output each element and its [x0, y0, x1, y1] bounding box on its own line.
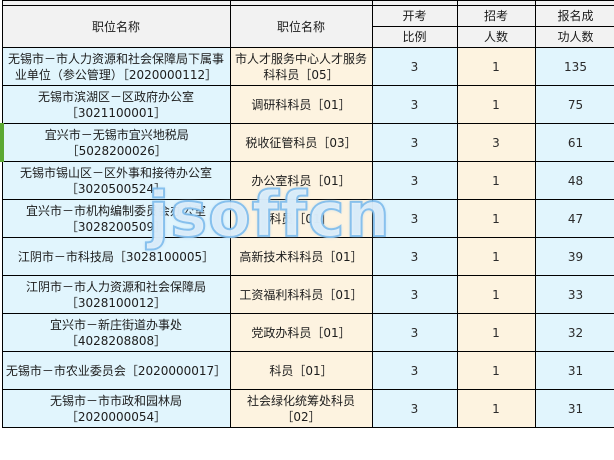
- cell-position: 高新技术科科员［01］: [229, 237, 373, 277]
- table-row[interactable]: 无锡市－市市政和园林局［2020000054］ 社会绿化统筹处科员［02］ 3 1 31: [1, 389, 614, 429]
- cell-exam-ratio: 3: [371, 161, 458, 201]
- cell-position: 调研科科员［01］: [229, 85, 373, 125]
- cell-position: 党政办科员［01］: [229, 313, 373, 353]
- table-row[interactable]: 无锡市－市人力资源和社会保障局下属事业单位（参公管理）［2020000112］ 市…: [1, 47, 614, 87]
- cell-applicants: 47: [534, 199, 614, 239]
- cell-exam-ratio: 3: [371, 199, 458, 239]
- cell-organization: 宜兴市－市机构编制委员会办公室［3028200509］: [1, 199, 231, 239]
- cell-recruit-count: 3: [456, 123, 536, 163]
- cell-organization: 宜兴市－无锡市宜兴地税局［5028200026］: [0, 123, 231, 163]
- cell-exam-ratio: 3: [371, 123, 458, 163]
- column-header-recruit-line2[interactable]: 人数: [456, 26, 536, 49]
- cell-organization: 江阴市－市科技局［3028100005］: [1, 237, 231, 277]
- cell-applicants: 31: [534, 351, 614, 391]
- column-header-applicants-line2[interactable]: 功人数: [534, 26, 614, 49]
- table-row[interactable]: 无锡市锡山区－区外事和接待办公室［3020500524］ 办公室科员［01］ 3 1 4…: [1, 161, 614, 201]
- cell-applicants: 32: [534, 313, 614, 353]
- cell-position: 社会绿化统筹处科员［02］: [229, 389, 373, 429]
- table-row[interactable]: 无锡市－市农业委员会［2020000017］ 科员［01］ 3 1 31: [1, 351, 614, 391]
- header-row-1: 职位名称 职位名称 开考 招考 报名成: [1, 4, 614, 49]
- cell-organization: 宜兴市－新庄街道办事处［4028208808］: [1, 313, 231, 353]
- cell-recruit-count: 1: [456, 85, 536, 125]
- cell-position: 办公室科员［01］: [229, 161, 373, 201]
- column-header-ratio-line2[interactable]: 比例: [371, 26, 458, 49]
- cell-organization: 无锡市－市农业委员会［2020000017］: [1, 351, 231, 391]
- cell-exam-ratio: 3: [371, 313, 458, 353]
- column-header-position[interactable]: 职位名称: [229, 4, 373, 49]
- column-header-organization[interactable]: 职位名称: [1, 4, 231, 49]
- column-header-applicants-line1[interactable]: 报名成: [534, 4, 614, 28]
- cell-applicants: 39: [534, 237, 614, 277]
- table-header: 职位名称 职位名称 开考 招考 报名成 比例 人数 功人数: [1, 0, 614, 49]
- cell-applicants: 31: [534, 389, 614, 429]
- cell-recruit-count: 1: [456, 161, 536, 201]
- cell-applicants: 135: [534, 47, 614, 87]
- cell-position: 科员［01］: [229, 199, 373, 239]
- column-header-recruit-line1[interactable]: 招考: [456, 4, 536, 28]
- column-header-ratio-line1[interactable]: 开考: [371, 4, 458, 28]
- recruitment-table: 职位名称 职位名称 开考 招考 报名成 比例 人数 功人数 无锡市－市人力资源和…: [0, 0, 614, 429]
- cell-applicants: 48: [534, 161, 614, 201]
- cell-exam-ratio: 3: [371, 85, 458, 125]
- cell-organization: 无锡市滨湖区－区政府办公室［3021100001］: [1, 85, 231, 125]
- table-body: 无锡市－市人力资源和社会保障局下属事业单位（参公管理）［2020000112］ 市…: [0, 47, 614, 429]
- cell-organization: 无锡市锡山区－区外事和接待办公室［3020500524］: [1, 161, 231, 201]
- cell-recruit-count: 1: [456, 351, 536, 391]
- cell-organization: 江阴市－市人力资源和社会保障局［3028100012］: [1, 275, 231, 315]
- cell-position: 工资福利科科员［01］: [229, 275, 373, 315]
- table-row[interactable]: 宜兴市－无锡市宜兴地税局［5028200026］ 税收征管科员［03］ 3 3 61: [0, 123, 614, 163]
- cell-recruit-count: 1: [456, 389, 536, 429]
- header-row-2: 比例 人数 功人数: [2, 26, 614, 49]
- cell-exam-ratio: 3: [371, 275, 458, 315]
- cell-exam-ratio: 3: [371, 47, 458, 87]
- table-row[interactable]: 宜兴市－新庄街道办事处［4028208808］ 党政办科员［01］ 3 1 32: [1, 313, 614, 353]
- cell-position: 科员［01］: [229, 351, 373, 391]
- table-row[interactable]: 江阴市－市科技局［3028100005］ 高新技术科科员［01］ 3 1 39: [1, 237, 614, 277]
- table-row[interactable]: 无锡市滨湖区－区政府办公室［3021100001］ 调研科科员［01］ 3 1 75: [1, 85, 614, 125]
- cell-exam-ratio: 3: [371, 237, 458, 277]
- cell-exam-ratio: 3: [371, 351, 458, 391]
- cell-applicants: 61: [534, 123, 614, 163]
- table-row[interactable]: 宜兴市－市机构编制委员会办公室［3028200509］ 科员［01］ 3 1 47: [1, 199, 614, 239]
- table-row[interactable]: 江阴市－市人力资源和社会保障局［3028100012］ 工资福利科科员［01］ 3 1…: [1, 275, 614, 315]
- cell-recruit-count: 1: [456, 47, 536, 87]
- cell-position: 税收征管科员［03］: [229, 123, 373, 163]
- cell-position: 市人才服务中心人才服务科科员［05］: [229, 47, 373, 87]
- cell-organization: 无锡市－市市政和园林局［2020000054］: [1, 389, 231, 429]
- cell-exam-ratio: 3: [371, 389, 458, 429]
- cell-recruit-count: 1: [456, 199, 536, 239]
- cell-recruit-count: 1: [456, 275, 536, 315]
- cell-recruit-count: 1: [456, 313, 536, 353]
- cell-organization: 无锡市－市人力资源和社会保障局下属事业单位（参公管理）［2020000112］: [1, 47, 231, 87]
- cell-applicants: 75: [534, 85, 614, 125]
- cell-recruit-count: 1: [456, 237, 536, 277]
- cell-applicants: 33: [534, 275, 614, 315]
